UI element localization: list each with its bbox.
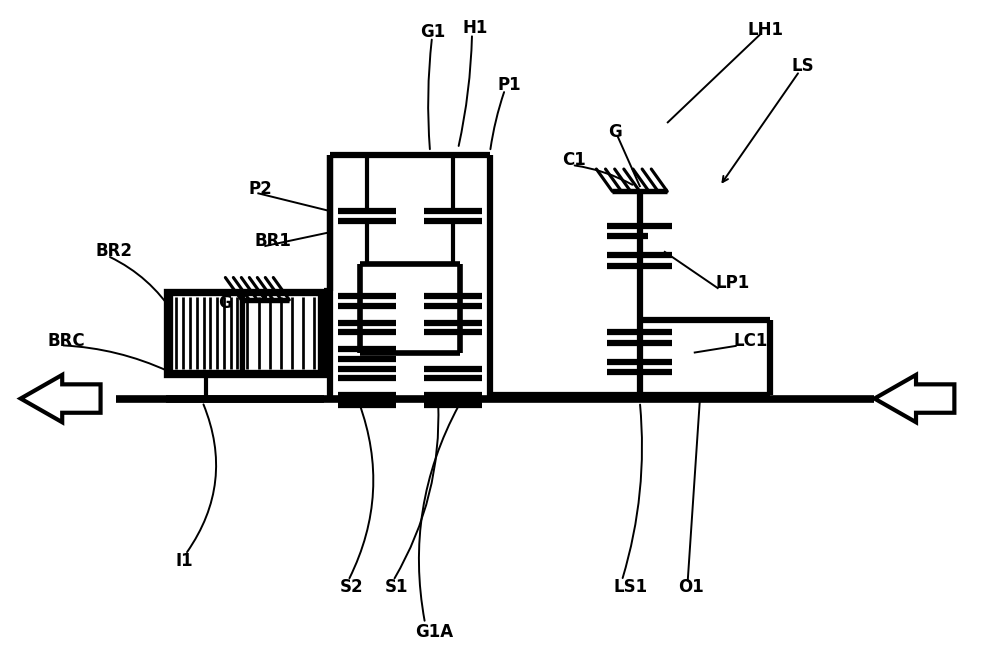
Text: H1: H1: [462, 19, 487, 38]
Text: LH1: LH1: [748, 21, 784, 40]
Bar: [170, 293, 242, 372]
Text: G: G: [608, 123, 622, 141]
Text: S2: S2: [340, 579, 364, 596]
Text: P2: P2: [248, 180, 272, 198]
Polygon shape: [874, 375, 954, 422]
Text: G1A: G1A: [415, 623, 453, 641]
Text: C1: C1: [562, 152, 586, 169]
Text: G1: G1: [420, 23, 445, 42]
Bar: [242, 293, 320, 372]
Text: BR1: BR1: [254, 233, 291, 250]
Text: LP1: LP1: [716, 274, 750, 293]
Text: O1: O1: [678, 579, 704, 596]
Text: LC1: LC1: [734, 332, 768, 351]
Polygon shape: [21, 375, 101, 422]
Text: I1: I1: [175, 552, 193, 570]
Text: BR2: BR2: [96, 242, 133, 260]
Text: LS1: LS1: [614, 579, 648, 596]
Text: LS: LS: [792, 57, 814, 76]
Text: S1: S1: [385, 579, 409, 596]
Text: P1: P1: [497, 76, 521, 94]
Text: BRC: BRC: [48, 331, 85, 350]
Bar: [166, 291, 324, 375]
Text: G: G: [218, 294, 232, 312]
